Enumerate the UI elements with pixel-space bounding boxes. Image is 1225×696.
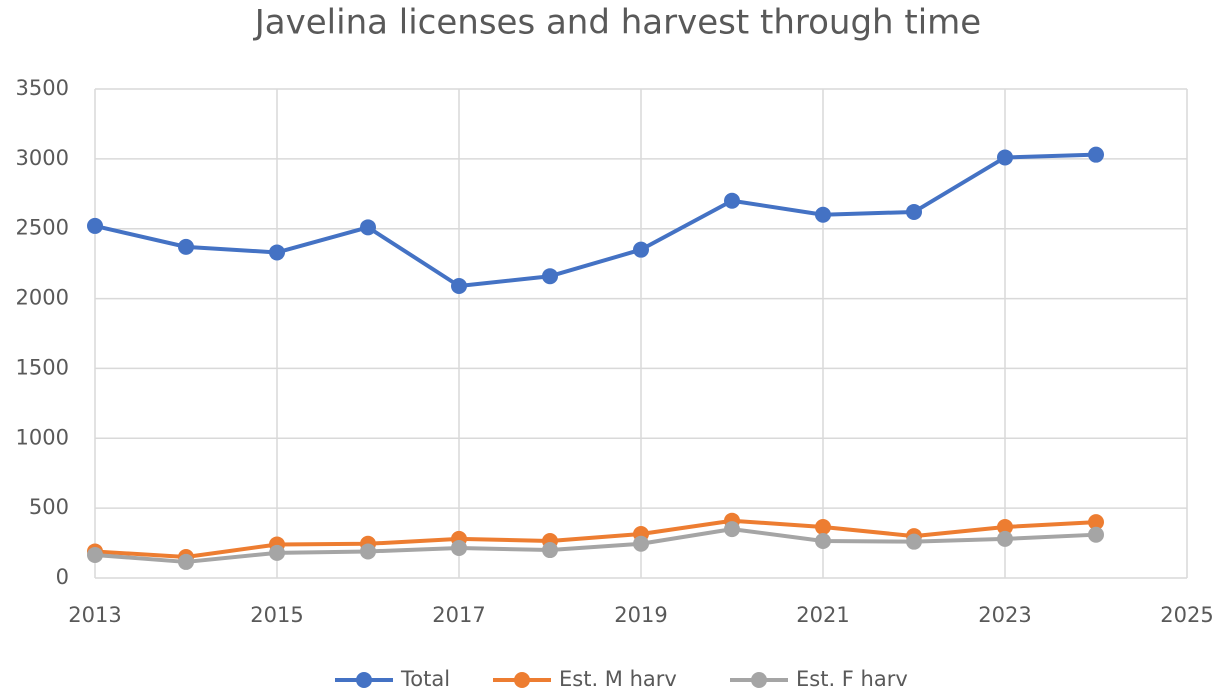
x-tick-label: 2025: [1160, 603, 1213, 627]
data-point: [1088, 526, 1104, 543]
data-point: [997, 149, 1013, 166]
x-tick-label: 2017: [432, 603, 485, 627]
legend-marker: [751, 672, 767, 688]
legend-label: Est. F harv: [796, 667, 908, 691]
data-point: [360, 543, 376, 560]
legend-label: Est. M harv: [559, 667, 677, 691]
data-point: [178, 238, 194, 255]
data-point: [815, 519, 831, 536]
x-tick-label: 2015: [250, 603, 303, 627]
data-point: [542, 542, 558, 559]
y-tick-label: 3500: [16, 76, 69, 100]
data-point: [178, 553, 194, 570]
y-tick-label: 3000: [16, 146, 69, 170]
data-point: [724, 521, 740, 538]
series-line: [94, 518, 1097, 560]
x-tick-label: 2021: [796, 603, 849, 627]
data-point: [906, 203, 922, 220]
legend-marker: [514, 672, 530, 688]
data-point: [906, 533, 922, 550]
y-tick-label: 2500: [16, 216, 69, 240]
y-tick-label: 1000: [16, 425, 69, 449]
y-tick-label: 0: [56, 565, 69, 589]
x-tick-label: 2019: [614, 603, 667, 627]
data-point: [1088, 146, 1104, 163]
data-point: [815, 206, 831, 223]
legend-label: Total: [400, 667, 450, 691]
legend-marker: [356, 672, 372, 688]
data-point: [815, 532, 831, 549]
x-tick-label: 2013: [68, 603, 121, 627]
series-line: [94, 527, 1097, 564]
data-point: [269, 544, 285, 561]
data-point: [633, 535, 649, 552]
y-tick-label: 2000: [16, 286, 69, 310]
data-point: [87, 546, 103, 563]
data-point: [451, 539, 467, 556]
data-point: [542, 268, 558, 285]
data-point: [997, 530, 1013, 547]
data-point: [87, 217, 103, 234]
chart-title: Javelina licenses and harvest through ti…: [253, 3, 981, 43]
data-point: [451, 277, 467, 294]
data-point: [633, 241, 649, 258]
x-tick-label: 2023: [978, 603, 1031, 627]
data-point: [724, 192, 740, 209]
series-line: [94, 152, 1097, 288]
y-tick-label: 1500: [16, 355, 69, 379]
data-point: [997, 519, 1013, 536]
data-point: [360, 219, 376, 236]
y-tick-label: 500: [29, 495, 69, 519]
data-point: [1088, 514, 1104, 531]
data-point: [269, 244, 285, 261]
